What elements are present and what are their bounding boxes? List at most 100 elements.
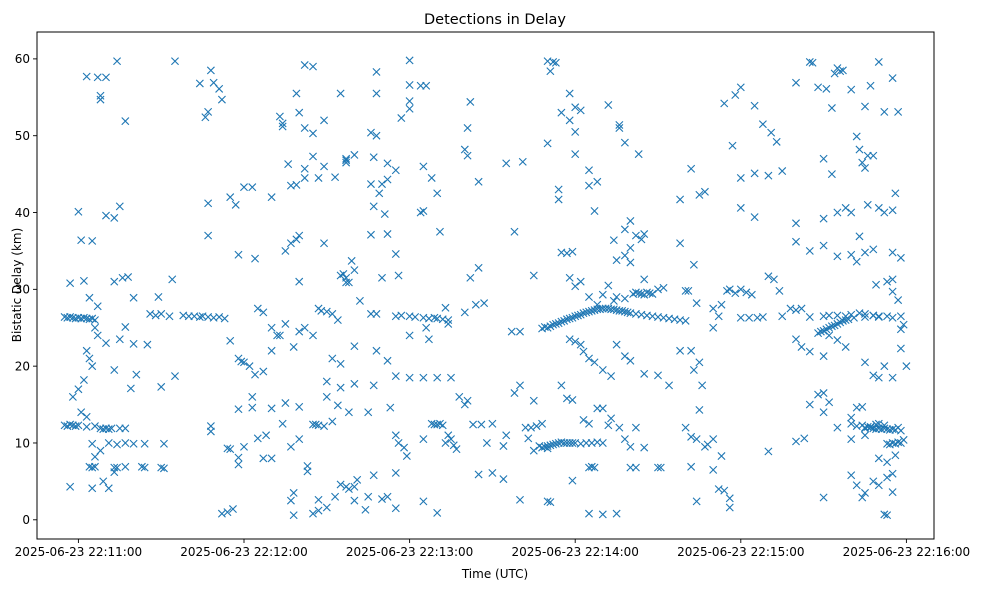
data-point [253, 434, 262, 443]
data-point [369, 471, 378, 480]
data-point [331, 492, 340, 501]
data-point [852, 481, 861, 490]
data-point [863, 200, 872, 209]
data-point [750, 101, 759, 110]
data-point [90, 422, 99, 431]
x-tick-label: 2025-06-23 22:13:00 [346, 545, 473, 559]
data-point [902, 362, 911, 371]
data-point [253, 304, 262, 313]
data-point [565, 314, 574, 323]
data-point [93, 73, 102, 82]
data-point [204, 231, 213, 240]
data-point [262, 431, 271, 440]
data-point [342, 156, 351, 165]
data-point [234, 460, 243, 469]
data-point [869, 371, 878, 380]
data-point [516, 495, 524, 504]
data-point [66, 482, 75, 491]
data-point [736, 173, 745, 182]
data-point [424, 335, 433, 344]
data-point [549, 57, 558, 66]
data-point [405, 331, 414, 340]
data-point [836, 67, 845, 76]
data-point [292, 180, 301, 189]
data-point [110, 213, 119, 222]
data-point [720, 486, 729, 495]
data-point [769, 275, 778, 284]
data-point [157, 463, 166, 472]
data-point [665, 381, 674, 390]
data-point [237, 357, 246, 366]
data-point [157, 382, 166, 391]
data-point [460, 400, 469, 409]
data-point [499, 442, 508, 451]
data-point [391, 372, 400, 381]
data-point [350, 496, 359, 505]
data-point [620, 307, 629, 316]
data-point [267, 404, 276, 413]
data-point [292, 235, 301, 244]
data-point [217, 509, 226, 518]
data-point [195, 79, 204, 88]
data-point [659, 283, 668, 292]
data-point [157, 309, 166, 318]
data-point [322, 503, 331, 512]
data-point [861, 488, 869, 497]
data-point [731, 91, 740, 99]
data-point [571, 312, 580, 321]
data-point [585, 354, 593, 363]
data-point [129, 293, 138, 302]
data-point [405, 81, 414, 89]
data-point [792, 219, 800, 228]
data-point [248, 392, 257, 401]
data-point [814, 390, 823, 399]
data-point [529, 396, 538, 405]
data-point [93, 302, 102, 311]
data-point [626, 258, 635, 267]
data-point [637, 289, 646, 298]
data-point [607, 414, 616, 423]
chart-title: Detections in Delay [424, 12, 566, 28]
data-point [883, 458, 892, 467]
data-point [529, 446, 538, 455]
data-point [295, 108, 304, 117]
data-point [342, 278, 351, 287]
y-axis: 0 10 20 30 40 50 60 [15, 52, 37, 527]
data-point [416, 208, 425, 217]
data-point [419, 373, 428, 382]
data-point [833, 208, 842, 217]
data-point [267, 346, 276, 355]
data-point [344, 408, 353, 417]
data-point [510, 389, 519, 398]
data-point [372, 89, 381, 98]
data-point [444, 431, 453, 440]
data-point [259, 367, 268, 376]
data-point [825, 331, 834, 340]
data-point [888, 206, 897, 215]
data-point [372, 131, 381, 140]
data-point [314, 173, 323, 182]
data-point [888, 425, 897, 434]
data-point [579, 347, 588, 356]
data-point [725, 285, 734, 294]
data-point [234, 250, 243, 259]
data-point [113, 463, 122, 472]
data-point [85, 354, 94, 363]
data-point [510, 227, 519, 236]
data-point [391, 166, 400, 175]
data-point [124, 273, 133, 282]
data-point [411, 313, 420, 321]
data-point [99, 477, 108, 486]
data-point [568, 438, 577, 447]
data-point [805, 57, 814, 66]
data-point [805, 246, 814, 255]
data-point [378, 495, 386, 504]
data-point [267, 454, 276, 463]
data-point [684, 286, 693, 295]
data-point [165, 312, 174, 321]
data-point [422, 323, 431, 332]
data-point [695, 358, 704, 367]
data-point [855, 145, 864, 154]
data-point [593, 177, 602, 186]
